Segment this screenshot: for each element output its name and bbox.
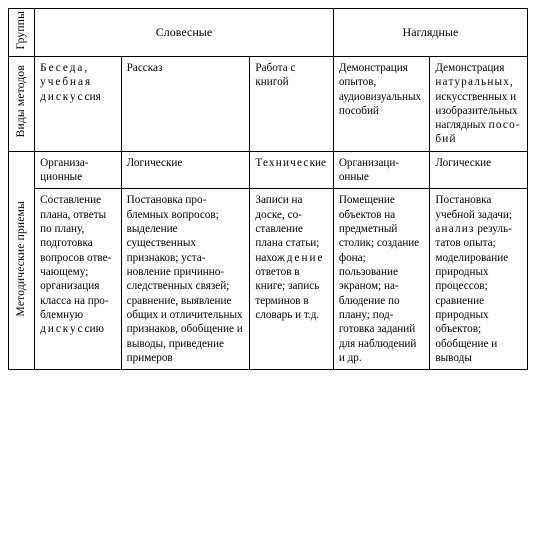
methods-table: Группы Словесные Наглядные Виды методов …	[8, 8, 528, 370]
row-label-text: Группы	[14, 11, 29, 50]
group-header-visual: Наглядные	[333, 9, 527, 57]
technique-type-cell: Логические	[430, 151, 528, 189]
method-cell: Работа с книгой	[250, 56, 333, 151]
table-row: Методические приемы Организа­ционные Лог…	[9, 151, 528, 189]
table-row: Группы Словесные Наглядные	[9, 9, 528, 57]
technique-cell: Постановка учебной за­дачи; ана­лиз резу…	[430, 189, 528, 370]
table-row: Составле­ние плана, ответы по плану, под…	[9, 189, 528, 370]
group-header-verbal: Словесные	[35, 9, 334, 57]
technique-type-cell: Организа­ционные	[35, 151, 121, 189]
technique-type-cell: Организаци­онные	[333, 151, 430, 189]
row-label-groups: Группы	[9, 9, 35, 57]
method-cell: Беседа, учебная дискус­сия	[35, 56, 121, 151]
technique-type-cell: Техничес­кие	[250, 151, 333, 189]
technique-type-cell: Логические	[121, 151, 250, 189]
technique-cell: Помещение объектов на предметный столик;…	[333, 189, 430, 370]
technique-cell: Составле­ние плана, ответы по плану, под…	[35, 189, 121, 370]
row-label-techniques: Методические приемы	[9, 151, 35, 370]
technique-cell: Постановка про­блемных вопро­сов; выделе…	[121, 189, 250, 370]
row-label-text: Виды методов	[14, 65, 29, 137]
row-label-text: Методические приемы	[14, 201, 29, 316]
method-cell: Демонстра­ция опытов, аудиовизу­альных п…	[333, 56, 430, 151]
method-cell: Демонстра­ция нату­ральных, искусствен­н…	[430, 56, 528, 151]
method-cell: Рассказ	[121, 56, 250, 151]
table-wrapper: Группы Словесные Наглядные Виды методов …	[0, 0, 536, 544]
technique-cell: Записи на доске, со­ставление плана ста­…	[250, 189, 333, 370]
row-label-methods: Виды методов	[9, 56, 35, 151]
table-row: Виды методов Беседа, учебная дискус­сия …	[9, 56, 528, 151]
